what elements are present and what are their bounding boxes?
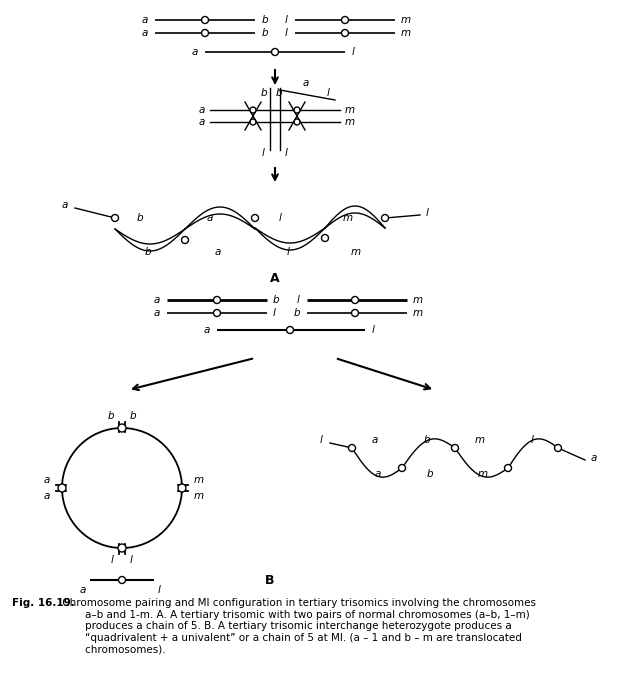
- Circle shape: [118, 424, 126, 432]
- Text: B: B: [265, 574, 275, 586]
- Circle shape: [251, 214, 258, 222]
- Text: l: l: [278, 213, 281, 223]
- Text: Chromosome pairing and MI configuration in tertiary trisomics involving the chro: Chromosome pairing and MI configuration …: [59, 598, 536, 654]
- Text: m: m: [345, 117, 355, 127]
- Text: b: b: [107, 411, 114, 421]
- Circle shape: [213, 296, 220, 304]
- Text: a: a: [62, 200, 68, 210]
- Circle shape: [213, 309, 220, 317]
- Text: a: a: [203, 325, 210, 335]
- Text: a: a: [215, 247, 221, 257]
- Text: m: m: [194, 475, 204, 485]
- Text: Fig. 16.19.: Fig. 16.19.: [12, 598, 75, 608]
- Text: l: l: [262, 148, 265, 158]
- Text: b: b: [262, 15, 268, 25]
- Text: a: a: [192, 47, 198, 57]
- Text: l: l: [352, 47, 355, 57]
- Circle shape: [202, 16, 208, 24]
- Circle shape: [182, 237, 188, 243]
- Text: l: l: [130, 555, 133, 565]
- Text: a: a: [198, 105, 205, 115]
- Text: l: l: [273, 308, 276, 318]
- Circle shape: [58, 484, 66, 492]
- Circle shape: [271, 49, 278, 56]
- Circle shape: [250, 107, 256, 113]
- Circle shape: [294, 107, 300, 113]
- Text: l: l: [320, 435, 323, 445]
- Circle shape: [351, 296, 359, 304]
- Text: l: l: [158, 585, 161, 595]
- Text: b: b: [276, 88, 283, 98]
- Circle shape: [202, 30, 208, 37]
- Text: b: b: [262, 28, 268, 38]
- Text: b: b: [145, 247, 151, 257]
- Text: b: b: [273, 295, 280, 305]
- Text: m: m: [194, 491, 204, 501]
- Text: A: A: [270, 271, 280, 285]
- Text: a: a: [591, 453, 597, 463]
- Text: l: l: [285, 28, 288, 38]
- Circle shape: [250, 119, 256, 125]
- Text: b: b: [424, 435, 431, 445]
- Text: m: m: [351, 247, 361, 257]
- Text: a: a: [142, 28, 148, 38]
- Circle shape: [399, 464, 406, 471]
- Text: l: l: [327, 88, 330, 98]
- Text: a: a: [372, 435, 378, 445]
- Text: b: b: [130, 411, 137, 421]
- Text: m: m: [413, 295, 423, 305]
- Circle shape: [504, 464, 512, 471]
- Text: l: l: [285, 15, 288, 25]
- Text: a: a: [154, 295, 160, 305]
- Text: m: m: [475, 435, 485, 445]
- Circle shape: [348, 445, 356, 452]
- Text: a: a: [44, 475, 50, 485]
- Circle shape: [286, 327, 293, 334]
- Text: a: a: [80, 585, 86, 595]
- Text: m: m: [413, 308, 423, 318]
- Circle shape: [119, 576, 125, 584]
- Text: b: b: [137, 213, 144, 223]
- Text: a: a: [154, 308, 160, 318]
- Text: m: m: [401, 28, 411, 38]
- Text: b: b: [427, 469, 433, 479]
- Circle shape: [178, 484, 186, 492]
- Circle shape: [555, 445, 562, 452]
- Text: m: m: [345, 105, 355, 115]
- Text: b: b: [293, 308, 300, 318]
- Text: l: l: [372, 325, 375, 335]
- Text: l: l: [297, 295, 300, 305]
- Circle shape: [321, 235, 328, 241]
- Circle shape: [118, 544, 126, 552]
- Circle shape: [341, 30, 348, 37]
- Text: a: a: [207, 213, 213, 223]
- Text: a: a: [198, 117, 205, 127]
- Text: a: a: [142, 15, 148, 25]
- Text: m: m: [401, 15, 411, 25]
- Text: m: m: [343, 213, 353, 223]
- Circle shape: [381, 214, 389, 222]
- Circle shape: [452, 445, 459, 452]
- Text: a: a: [375, 469, 381, 479]
- Text: m: m: [478, 469, 488, 479]
- Circle shape: [351, 309, 359, 317]
- Text: b: b: [260, 88, 267, 98]
- Circle shape: [112, 214, 119, 222]
- Text: a: a: [303, 78, 310, 88]
- Text: l: l: [111, 555, 114, 565]
- Text: l: l: [530, 435, 534, 445]
- Circle shape: [341, 16, 348, 24]
- Text: a: a: [44, 491, 50, 501]
- Circle shape: [294, 119, 300, 125]
- Text: l: l: [426, 208, 429, 218]
- Text: l: l: [285, 148, 288, 158]
- Text: l: l: [286, 247, 290, 257]
